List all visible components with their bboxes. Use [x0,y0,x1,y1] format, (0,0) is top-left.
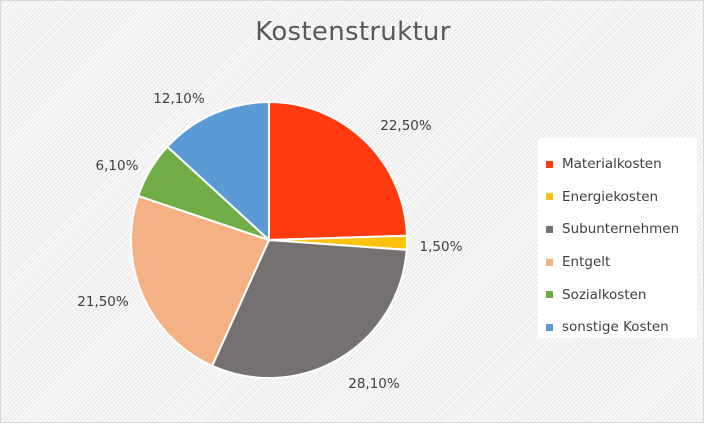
legend-item-sozialkosten: Sozialkosten [546,278,697,311]
pie-slice-sonstige-kosten [165,100,270,243]
data-label-entgelt: 21,50% [77,294,129,310]
pie-slices [130,100,408,379]
legend-swatch [546,193,553,201]
legend-label: Entgelt [562,254,611,271]
legend-item-materialkosten: Materialkosten [546,148,697,181]
data-label-energiekosten: 1,50% [420,239,463,255]
legend-label: Materialkosten [562,156,662,173]
pie-data-labels: 22,50% 1,50% 28,10% 21,50% 6,10% 12,10% [77,91,462,392]
legend-label: Energiekosten [562,188,659,205]
data-label-materialkosten: 22,50% [380,118,432,134]
legend-swatch [546,323,553,331]
data-label-subunternehmen: 28,10% [348,376,400,392]
legend-swatch [546,160,553,168]
legend-item-energiekosten: Energiekosten [546,181,697,214]
legend: Materialkosten Energiekosten Subunternehme… [538,138,697,338]
legend-swatch [546,291,553,299]
pie-slice-subunternehmen [210,238,408,379]
legend-swatch [546,225,553,233]
legend-label: sonstige Kosten [562,319,669,336]
legend-item-sonstige-kosten: sonstige Kosten [546,311,697,344]
legend-item-subunternehmen: Subunternehmen [546,213,697,246]
pie-slice-materialkosten [268,100,408,242]
legend-item-entgelt: Entgelt [546,246,697,279]
pie-slice-entgelt [130,194,271,368]
data-label-sonstige-kosten: 12,10% [153,91,205,107]
legend-label: Subunternehmen [562,221,680,238]
legend-label: Sozialkosten [562,286,647,303]
data-label-sozialkosten: 6,10% [96,158,139,174]
chart-title: Kostenstruktur [255,17,451,47]
legend-swatch [546,258,553,266]
